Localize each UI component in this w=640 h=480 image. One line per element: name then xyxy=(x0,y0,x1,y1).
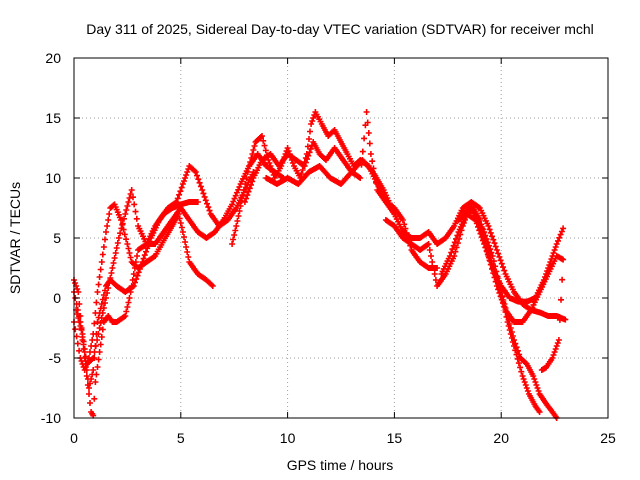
y-tick-label: -5 xyxy=(49,350,62,366)
x-tick-label: 20 xyxy=(493,430,509,446)
y-tick-label: 15 xyxy=(45,110,61,126)
series-trace-d xyxy=(73,151,287,367)
y-axis-label: SDTVAR / TECUs xyxy=(7,182,23,294)
series-trace-j xyxy=(455,211,567,305)
x-tick-label: 0 xyxy=(70,430,78,446)
plus-markers-trace-f xyxy=(241,109,441,271)
plus-markers-trace-j xyxy=(455,211,567,305)
y-tick-labels: -10 -5 0 5 10 15 20 xyxy=(41,50,61,426)
plus-markers-trace-d xyxy=(73,151,287,367)
x-tick-label: 25 xyxy=(600,430,616,446)
x-axis-label: GPS time / hours xyxy=(287,457,394,473)
y-tick-label: 10 xyxy=(45,170,61,186)
x-tick-label: 5 xyxy=(177,430,185,446)
y-tick-label: 20 xyxy=(45,50,61,66)
x-tick-label: 15 xyxy=(387,430,403,446)
y-tick-label: -10 xyxy=(41,410,61,426)
y-tick-label: 0 xyxy=(53,290,61,306)
x-tick-label: 10 xyxy=(280,430,296,446)
data-markers xyxy=(71,109,569,421)
series-trace-f xyxy=(241,109,441,271)
chart-title: Day 311 of 2025, Sidereal Day-to-day VTE… xyxy=(86,21,594,37)
axis-ticks xyxy=(73,57,609,419)
x-tick-labels: 0 5 10 15 20 25 xyxy=(70,430,616,446)
series-trace-k xyxy=(459,205,567,373)
plus-markers-trace-k xyxy=(459,205,567,373)
y-tick-label: 5 xyxy=(53,230,61,246)
